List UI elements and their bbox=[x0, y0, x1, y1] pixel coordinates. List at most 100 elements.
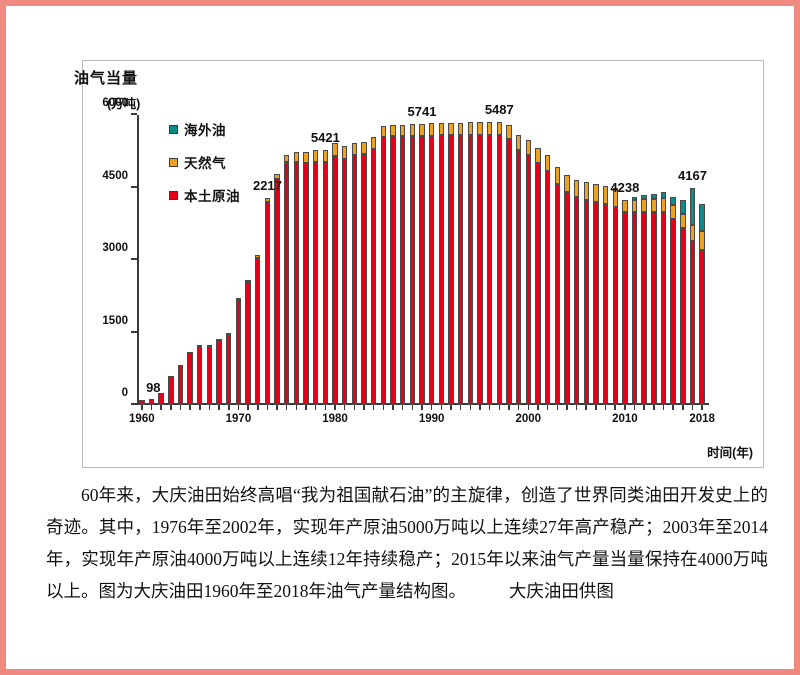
bar-segment-天然气 bbox=[342, 145, 348, 159]
bar-segment-海外油 bbox=[680, 200, 686, 214]
x-tick bbox=[537, 405, 539, 410]
bar-segment-本土原油 bbox=[380, 136, 387, 405]
bar-segment-本土原油 bbox=[342, 158, 348, 405]
bar-segment-天然气 bbox=[226, 332, 232, 335]
bar-segment-天然气 bbox=[602, 185, 609, 205]
x-tick bbox=[189, 405, 191, 410]
x-tick bbox=[566, 405, 568, 410]
x-tick-label: 1960 bbox=[129, 413, 155, 425]
bar-segment-天然气 bbox=[564, 175, 570, 193]
bar-1973 bbox=[264, 197, 271, 405]
bar-1979 bbox=[322, 150, 329, 405]
bar-segment-本土原油 bbox=[602, 204, 609, 405]
x-tick bbox=[266, 405, 269, 410]
bar-segment-海外油 bbox=[641, 195, 647, 200]
x-tick bbox=[585, 405, 587, 410]
bar-segment-天然气 bbox=[419, 124, 425, 137]
bar-segment-天然气 bbox=[689, 225, 696, 241]
bar-1993 bbox=[457, 122, 464, 405]
x-tick-label: 2010 bbox=[612, 413, 638, 425]
bar-value-label-1997: 5487 bbox=[484, 101, 514, 117]
bar-segment-本土原油 bbox=[370, 148, 377, 405]
x-tick bbox=[643, 405, 645, 410]
bar-1988 bbox=[409, 124, 416, 405]
bar-2012 bbox=[641, 195, 647, 405]
bar-segment-本土原油 bbox=[612, 206, 618, 405]
legend-item-natural-gas: 天然气 bbox=[169, 152, 240, 172]
bar-segment-天然气 bbox=[255, 255, 261, 259]
y-tick bbox=[131, 113, 137, 115]
bar-segment-海外油 bbox=[651, 193, 657, 199]
x-tick bbox=[247, 405, 249, 410]
bar-segment-本土原油 bbox=[255, 258, 261, 405]
bar-2009 bbox=[612, 187, 618, 405]
bar-segment-本土原油 bbox=[187, 351, 193, 405]
bar-segment-本土原油 bbox=[641, 211, 647, 405]
bar-segment-本土原油 bbox=[409, 135, 416, 405]
bar-2013 bbox=[651, 193, 657, 405]
y-axis-title: 油气当量 bbox=[74, 70, 139, 87]
bar-1981 bbox=[342, 145, 348, 405]
y-tick bbox=[131, 258, 137, 260]
bar-segment-本土原油 bbox=[148, 399, 155, 405]
legend-item-domestic-crude: 本土原油 bbox=[169, 185, 240, 205]
bar-segment-本土原油 bbox=[177, 364, 184, 405]
x-tick bbox=[401, 405, 404, 410]
y-tick-label: 3000 bbox=[102, 242, 128, 254]
bar-2006 bbox=[583, 181, 589, 405]
bar-1976 bbox=[293, 151, 300, 405]
x-tick bbox=[257, 405, 259, 410]
bar-1991 bbox=[438, 122, 445, 405]
x-tick bbox=[343, 405, 346, 410]
bar-1966 bbox=[197, 345, 203, 405]
y-axis-line bbox=[137, 115, 139, 405]
x-tick bbox=[314, 405, 317, 410]
x-tick bbox=[324, 405, 327, 410]
bar-2016 bbox=[680, 200, 686, 405]
bar-2005 bbox=[573, 179, 580, 405]
x-tick bbox=[517, 405, 520, 410]
x-tick bbox=[624, 405, 626, 410]
bar-segment-海外油 bbox=[699, 203, 705, 231]
bar-value-label-2010: 4238 bbox=[610, 180, 640, 196]
bar-1989 bbox=[419, 124, 425, 405]
bar-segment-本土原油 bbox=[583, 199, 589, 405]
bar-segment-本土原油 bbox=[293, 161, 300, 405]
bar-segment-本土原油 bbox=[544, 171, 551, 405]
x-tick bbox=[633, 405, 636, 410]
bar-segment-本土原油 bbox=[284, 162, 290, 405]
x-tick bbox=[150, 405, 153, 410]
x-tick bbox=[527, 405, 530, 410]
legend-swatch-natural-gas bbox=[169, 157, 178, 167]
x-tick bbox=[701, 405, 703, 410]
bar-segment-本土原油 bbox=[564, 192, 570, 405]
bar-segment-本土原油 bbox=[467, 134, 473, 405]
x-tick bbox=[450, 405, 452, 410]
bar-segment-本土原油 bbox=[477, 134, 483, 405]
x-tick bbox=[604, 405, 607, 410]
bar-segment-天然气 bbox=[448, 122, 454, 136]
x-tick bbox=[440, 405, 443, 410]
bar-segment-本土原油 bbox=[197, 347, 203, 405]
bar-segment-本土原油 bbox=[515, 149, 522, 405]
bar-segment-天然气 bbox=[525, 139, 531, 155]
bar-segment-本土原油 bbox=[428, 135, 435, 405]
bar-1999 bbox=[515, 135, 522, 405]
bar-segment-天然气 bbox=[361, 141, 367, 154]
bar-1980 bbox=[332, 143, 338, 405]
bar-segment-本土原油 bbox=[535, 163, 541, 405]
legend-label-domestic-crude: 本土原油 bbox=[184, 189, 240, 204]
bar-1968 bbox=[216, 339, 222, 405]
bar-segment-本土原油 bbox=[496, 135, 502, 405]
x-tick bbox=[682, 405, 684, 410]
bar-1984 bbox=[370, 136, 377, 405]
y-tick-label: 0 bbox=[121, 387, 128, 399]
x-tick bbox=[295, 405, 298, 410]
bar-segment-本土原油 bbox=[332, 156, 338, 405]
bar-1974 bbox=[274, 173, 280, 405]
bar-segment-天然气 bbox=[699, 230, 705, 251]
bar-1960 bbox=[139, 400, 145, 405]
x-tick bbox=[305, 405, 307, 410]
bar-1975 bbox=[284, 155, 290, 405]
y-tick-label: 6000 bbox=[102, 97, 128, 109]
